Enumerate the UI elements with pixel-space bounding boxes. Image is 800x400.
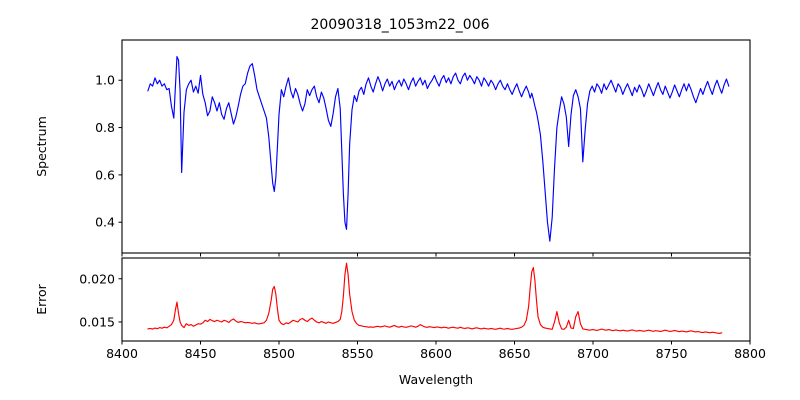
spectrum-data-line bbox=[147, 55, 730, 242]
y-tick-label: 1.0 bbox=[95, 73, 115, 88]
spectrum-axis-ticks: 0.4 0.6 0.8 1.0 bbox=[95, 73, 751, 257]
x-tick-label: 8700 bbox=[577, 346, 609, 361]
x-tick-label: 8450 bbox=[185, 346, 217, 361]
page-title: 20090318_1053m22_006 bbox=[310, 17, 489, 33]
error-panel: 8400 8450 8500 8550 8600 8650 8700 8750 8800 0.01… bbox=[34, 257, 766, 361]
x-tick-label: 8600 bbox=[420, 346, 452, 361]
error-y-axis-label: Error bbox=[34, 283, 49, 314]
x-tick-label: 8500 bbox=[263, 346, 295, 361]
error-axes-frame bbox=[121, 257, 751, 342]
y-tick-label: 0.020 bbox=[79, 271, 115, 286]
y-tick-label: 0.015 bbox=[79, 314, 115, 329]
spectrum-panel: 0.4 0.6 0.8 1.0 Spectrum bbox=[34, 39, 751, 257]
x-tick-label: 8800 bbox=[734, 346, 766, 361]
spectrum-y-axis-label: Spectrum bbox=[34, 116, 49, 177]
x-tick-label: 8550 bbox=[342, 346, 374, 361]
x-tick-label: 8400 bbox=[106, 346, 138, 361]
x-axis-label: Wavelength bbox=[399, 372, 473, 387]
y-tick-label: 0.4 bbox=[95, 215, 115, 230]
error-axis-ticks: 8400 8450 8500 8550 8600 8650 8700 8750 8800 0.01… bbox=[79, 271, 766, 361]
x-tick-label: 8750 bbox=[656, 346, 688, 361]
y-tick-label: 0.8 bbox=[95, 120, 115, 135]
x-tick-label: 8650 bbox=[499, 346, 531, 361]
spectrum-axes-frame bbox=[121, 39, 751, 254]
y-tick-label: 0.6 bbox=[95, 167, 115, 182]
error-data-line bbox=[147, 262, 723, 334]
